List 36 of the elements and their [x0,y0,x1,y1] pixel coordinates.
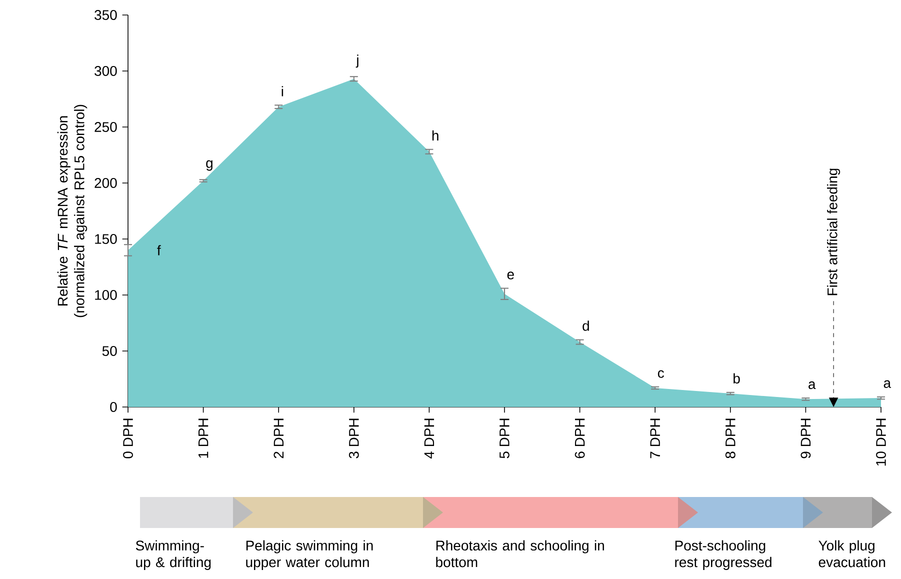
annotation: g [206,160,212,171]
y-tick-label: 200 [94,178,117,188]
x-tick-label: 0 DPH [123,418,133,458]
annotation: i [282,86,284,96]
x-tick-label: 1 DPH [198,418,208,458]
y-tick-label: 300 [94,66,117,76]
annotation: a [808,381,816,390]
annotation: a [884,380,892,388]
x-tick-label: 6 DPH [574,418,585,458]
x-tick-label: 3 DPH [348,418,359,458]
y-tick-label: 50 [102,346,117,356]
annotation: h [432,130,438,140]
annotation: b [734,373,740,384]
x-tick-label: 5 DPH [500,418,510,458]
y-tick-label: 100 [95,290,117,300]
y-tick-label: 350 [94,10,117,20]
annotation: e [507,272,514,280]
ref-line-label: First artificial feeding [827,168,840,296]
x-tick-label: 9 DPH [800,418,811,458]
x-tick-label: 7 DPH [650,418,660,458]
x-tick-label: 10 DPH [876,418,886,466]
y-tick-label: 0 [110,402,117,412]
annotation: f [157,245,161,256]
text: Swimming-up & drifting [136,540,211,570]
text: Post-schooling rest progressed [675,540,772,570]
annotation: d [582,320,589,331]
text: Yolk plug evacuation [818,540,886,568]
y-tick-label: 250 [94,122,117,132]
x-tick-label: 8 DPH [725,418,736,458]
text: Pelagic swimming in upper water column [246,540,373,570]
x-tick-label: 4 DPH [424,418,434,459]
annotation: j [356,54,358,68]
annotation: c [658,370,664,378]
x-tick-label: 2 DPH [274,418,284,458]
text: Rheotaxis and schooling in bottom [436,540,604,568]
y-tick-label: 150 [95,234,117,244]
